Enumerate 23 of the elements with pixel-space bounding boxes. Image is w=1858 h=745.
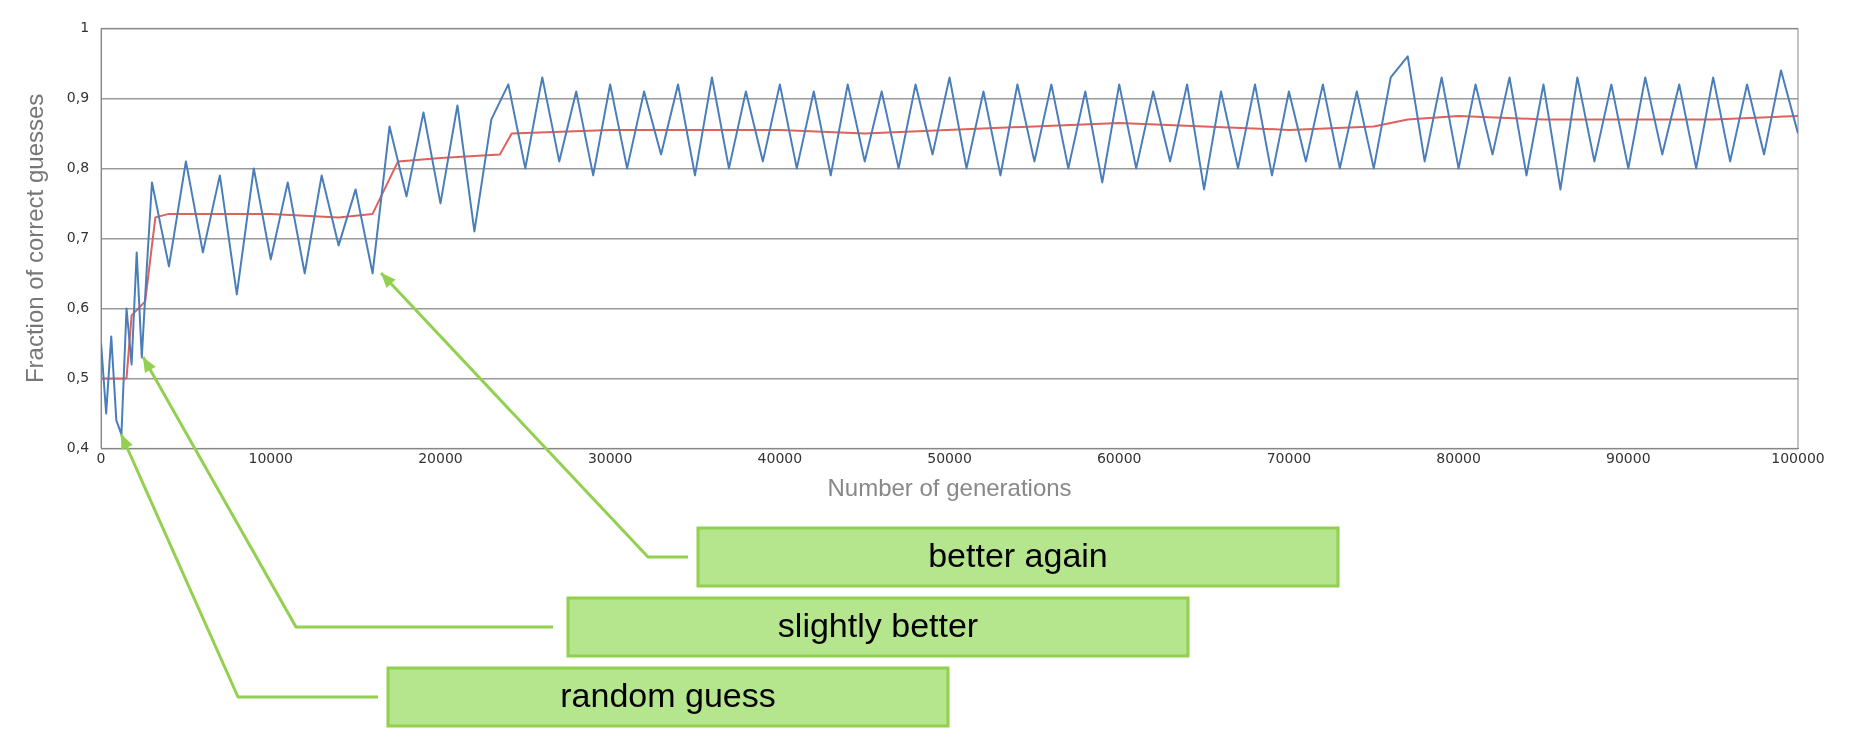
x-tick-label: 100000 — [1771, 450, 1825, 467]
x-tick-label: 0 — [96, 450, 106, 467]
x-tick-label: 40000 — [757, 450, 803, 467]
text: slightly better — [777, 606, 979, 645]
x-tick-label: 20000 — [418, 450, 463, 467]
y-axis-title: Fraction of correct guesses — [21, 93, 49, 384]
y-tick-label: 0,8 — [66, 159, 90, 176]
x-axis-title: Number of generations — [827, 474, 1072, 502]
y-tick-label: 0,9 — [66, 89, 90, 106]
y-tick-label: 0,6 — [66, 299, 90, 316]
text: better again — [928, 536, 1108, 575]
x-tick-label: 60000 — [1096, 450, 1142, 467]
text: random guess — [560, 676, 776, 715]
x-tick-label: 80000 — [1436, 450, 1481, 467]
x-tick-label: 70000 — [1266, 450, 1312, 467]
y-tick-label: 1 — [80, 19, 90, 36]
x-tick-label: 90000 — [1606, 450, 1651, 467]
y-tick-label: 0,4 — [66, 439, 90, 456]
y-tick-label: 0,7 — [66, 229, 90, 246]
x-tick-label: 10000 — [248, 450, 294, 467]
y-tick-label: 0,5 — [66, 369, 90, 386]
x-tick-label: 50000 — [927, 450, 972, 467]
x-tick-label: 30000 — [587, 450, 633, 467]
